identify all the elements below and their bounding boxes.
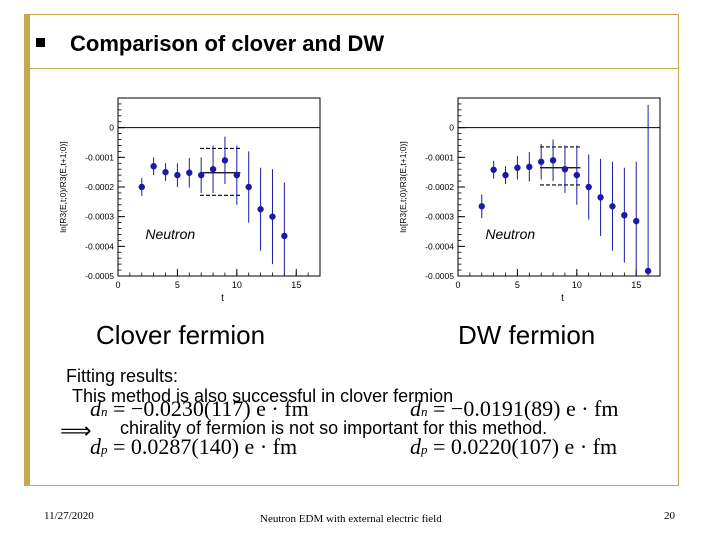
dw-dn-symbol: d: [410, 396, 421, 421]
dw-caption: DW fermion: [458, 320, 596, 350]
data-point: [197, 171, 205, 179]
data-point: [186, 169, 193, 176]
fitting-text: Fitting results: This method is also suc…: [66, 366, 453, 406]
data-point: [221, 157, 229, 164]
x-tick-label: 5: [515, 280, 520, 290]
clover-dp-subscript: p: [101, 442, 108, 457]
y-tick-label: -0.0004: [85, 241, 114, 251]
x-tick-label: 15: [631, 280, 641, 290]
y-tick-label: -0.0003: [425, 212, 454, 222]
data-point: [549, 157, 557, 164]
data-point: [490, 166, 497, 173]
title-bullet: [36, 38, 45, 47]
data-point: [644, 267, 652, 275]
y-tick-label: -0.0002: [425, 182, 454, 192]
y-axis-label: ln[R3(E,t;0)/R3(E,t+1;0)]: [58, 141, 68, 232]
data-point: [502, 171, 509, 179]
clover-caption: Clover fermion: [96, 320, 266, 350]
data-point: [537, 158, 545, 165]
x-tick-label: 10: [232, 280, 242, 290]
y-tick-label: -0.0003: [85, 212, 114, 222]
fitting-line2: chirality of fermion is not so important…: [120, 418, 548, 438]
clover-dn-subscript: n: [101, 404, 108, 419]
y-axis-label: ln[R3(E,t;0)/R3(E,t+1;0)]: [398, 141, 408, 232]
data-point: [633, 217, 640, 225]
dw-dp-formula: dp = 0.0220(107) e · fm: [410, 434, 617, 460]
fitting-heading: Fitting results:: [66, 366, 179, 386]
data-point: [281, 232, 288, 240]
data-point: [514, 164, 521, 171]
data-point: [478, 203, 485, 210]
neutron-annotation: Neutron: [145, 226, 195, 242]
dw-dp-symbol: d: [410, 434, 421, 459]
data-point: [162, 168, 169, 176]
data-point: [138, 183, 145, 191]
dw-dn-value: = −0.0191(89) e · fm: [433, 396, 619, 421]
x-axis-label: t: [561, 293, 564, 304]
x-tick-label: 5: [175, 280, 180, 290]
title-rule: [28, 68, 678, 69]
y-tick-label: -0.0005: [85, 271, 114, 281]
data-point: [585, 183, 592, 191]
plot-frame: [457, 97, 661, 277]
clover-dn-symbol: d: [90, 396, 101, 421]
y-tick-label: -0.0005: [425, 271, 454, 281]
data-point: [257, 206, 264, 213]
clover-dp-value: = 0.0287(140) e · fm: [113, 434, 298, 459]
x-tick-label: 15: [291, 280, 301, 290]
y-tick-label: -0.0001: [425, 152, 454, 162]
clover-dn-formula: dn = −0.0230(117) e · fm: [90, 396, 309, 422]
neutron-annotation: Neutron: [485, 226, 535, 242]
dw-dn-formula: dn = −0.0191(89) e · fm: [410, 396, 619, 422]
data-point: [233, 171, 241, 179]
x-tick-label: 0: [115, 280, 120, 290]
data-point: [573, 171, 581, 179]
x-axis-label: t: [221, 293, 224, 304]
footer-center: Neutron EDM with external electric field: [260, 513, 442, 525]
slide-title: Comparison of clover and DW: [70, 31, 385, 56]
data-point: [174, 171, 181, 179]
dw-dp-subscript: p: [421, 442, 428, 457]
data-point: [621, 211, 628, 219]
dw-dn-subscript: n: [421, 404, 428, 419]
fitting-line1: This method is also successful in clover…: [72, 386, 454, 406]
y-tick-label: -0.0004: [425, 241, 454, 251]
data-point: [609, 203, 616, 210]
y-tick-label: 0: [449, 123, 454, 133]
implies-arrow-icon: ⟹: [60, 418, 92, 443]
slide-frame: [24, 14, 679, 486]
y-tick-label: 0: [109, 123, 114, 133]
data-point: [209, 166, 217, 173]
clover-dp-symbol: d: [90, 434, 101, 459]
clover-dn-value: = −0.0230(117) e · fm: [113, 396, 309, 421]
footer-date: 11/27/2020: [44, 510, 94, 522]
data-point: [245, 183, 252, 191]
plot-frame: [117, 97, 321, 277]
data-point: [597, 194, 604, 201]
page-number: 20: [664, 510, 675, 522]
data-point: [561, 166, 569, 173]
data-point: [526, 163, 533, 171]
dw-dp-value: = 0.0220(107) e · fm: [433, 434, 618, 459]
y-tick-label: -0.0002: [85, 182, 114, 192]
data-point: [269, 213, 276, 220]
data-point: [150, 163, 157, 170]
x-tick-label: 10: [572, 280, 582, 290]
y-tick-label: -0.0001: [85, 152, 114, 162]
x-tick-label: 0: [455, 280, 460, 290]
clover-dp-formula: dp = 0.0287(140) e · fm: [90, 434, 297, 460]
